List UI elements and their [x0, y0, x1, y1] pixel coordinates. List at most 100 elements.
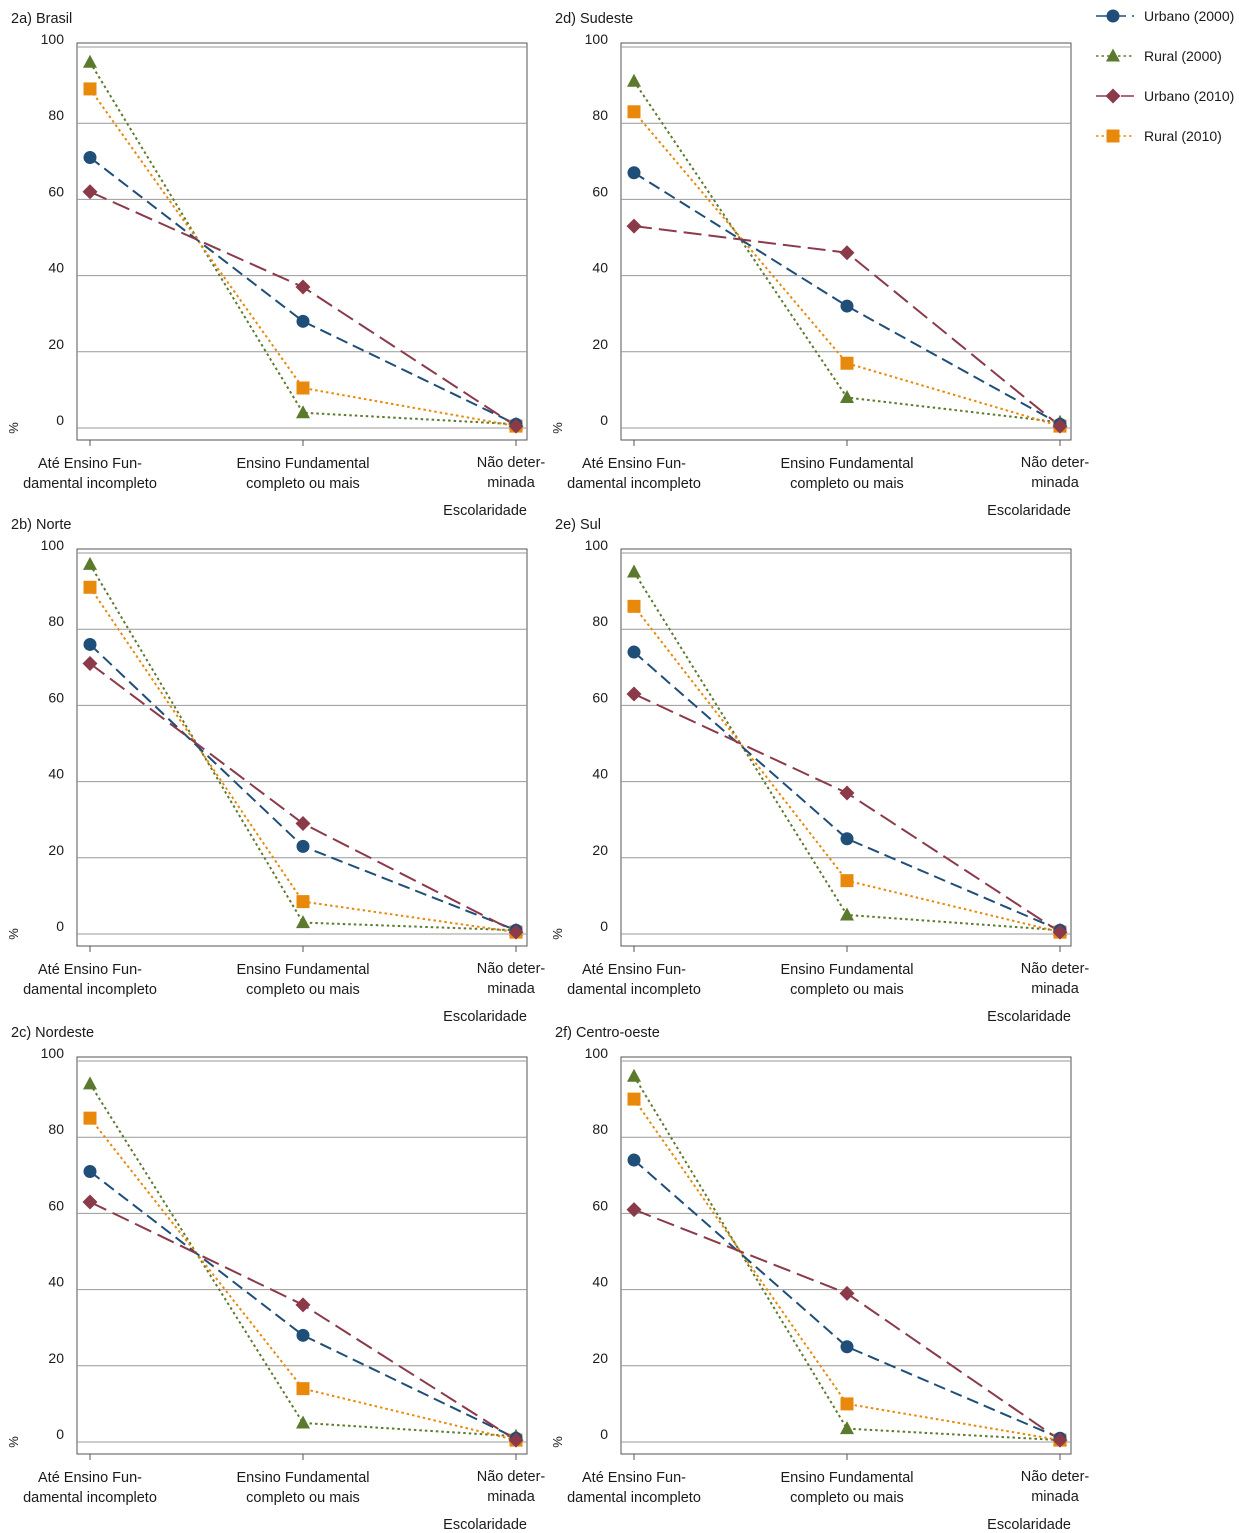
series-line-urbano2010 [89, 662, 517, 933]
y-tick-label: 20 [592, 842, 608, 858]
x-tick-label: Não deter- [1021, 1469, 1090, 1485]
x-tick-label: Até Ensino Fun- [582, 1470, 686, 1486]
data-point-rural2000 [840, 390, 854, 404]
data-point-rural2000 [627, 73, 641, 87]
y-tick-label: 20 [592, 1350, 608, 1366]
y-tick-label: 100 [41, 1045, 65, 1061]
legend: Urbano (2000) Rural (2000) Urbano (2010) Ru… [1096, 8, 1234, 144]
y-tick-label: 60 [48, 1197, 64, 1213]
x-tick-label: completo ou mais [246, 1490, 360, 1506]
data-point-urbano2000 [840, 832, 854, 846]
x-tick-label: completo ou mais [790, 982, 904, 998]
data-point-rural2000 [627, 1068, 641, 1082]
panel-norte: 0 20 40 60 80 100 2b) Norte% Até Ensino Fun-dam… [6, 517, 545, 1025]
data-point-rural2000 [296, 405, 310, 419]
series-line-urbano2000 [633, 171, 1061, 426]
x-axis-label: Escolaridade [443, 503, 527, 519]
plot-frame [76, 1056, 528, 1455]
panel-title: 2d) Sudeste [555, 11, 633, 27]
data-point-rural2010 [840, 1397, 854, 1411]
data-point-rural2000 [840, 1421, 854, 1435]
y-tick-label: 20 [592, 336, 608, 352]
x-tick-label: damental incompleto [567, 476, 701, 492]
y-tick-label: 80 [48, 107, 64, 123]
data-point-rural2010 [296, 895, 310, 909]
x-tick-label: completo ou mais [790, 1490, 904, 1506]
x-tick-label: Até Ensino Fun- [582, 456, 686, 472]
y-tick-label: 20 [48, 842, 64, 858]
y-tick-label: 0 [600, 918, 608, 934]
plot-frame [76, 548, 528, 947]
x-tick-label: minada [1031, 981, 1079, 997]
panel-sudeste: 0 20 40 60 80 100 2d) Sudeste% Até Ensino Fun-d… [550, 11, 1089, 519]
x-axis-label: Escolaridade [987, 1517, 1071, 1533]
x-tick-label: Ensino Fundamental [781, 456, 914, 472]
data-point-urbano2010 [626, 686, 642, 702]
x-axis-label: Escolaridade [987, 503, 1071, 519]
x-tick-label: damental incompleto [567, 982, 701, 998]
data-point-urbano2000 [296, 839, 310, 853]
data-point-urbano2010 [295, 1297, 311, 1313]
x-tick-label: damental incompleto [23, 476, 157, 492]
y-tick-label: 60 [48, 183, 64, 199]
x-tick-label: Ensino Fundamental [237, 456, 370, 472]
x-tick-label: damental incompleto [567, 1490, 701, 1506]
y-tick-label: 40 [592, 766, 608, 782]
x-tick-label: Até Ensino Fun- [38, 456, 142, 472]
data-point-rural2010 [840, 356, 854, 370]
data-point-urbano2010 [839, 1285, 855, 1301]
y-tick-label: 0 [600, 412, 608, 428]
panel-title: 2c) Nordeste [11, 1025, 94, 1041]
data-point-urbano2010 [1052, 418, 1068, 434]
x-tick-label: minada [487, 1489, 535, 1505]
x-tick-label: minada [1031, 475, 1079, 491]
y-tick-label: 40 [592, 1274, 608, 1290]
data-point-rural2010 [83, 580, 97, 594]
data-point-urbano2010 [508, 1432, 524, 1448]
data-point-urbano2010 [82, 184, 98, 200]
x-tick-label: Até Ensino Fun- [582, 962, 686, 978]
x-axis-label: Escolaridade [443, 1009, 527, 1025]
x-tick-label: Não deter- [477, 455, 546, 471]
panel-title: 2f) Centro-oeste [555, 1025, 660, 1041]
data-point-urbano2010 [295, 279, 311, 295]
series-line-urbano2010 [89, 1201, 517, 1441]
data-point-rural2010 [627, 105, 641, 119]
x-tick-label: Ensino Fundamental [781, 1470, 914, 1486]
y-tick-label: 0 [56, 1426, 64, 1442]
legend-item: Rural (2010) [1096, 128, 1222, 144]
y-axis-label: % [550, 928, 565, 940]
data-point-urbano2000 [627, 166, 641, 180]
y-tick-label: 40 [48, 260, 64, 276]
x-tick-label: Não deter- [1021, 961, 1090, 977]
x-tick-label: minada [487, 981, 535, 997]
series-line-rural2010 [89, 586, 517, 934]
x-tick-label: Ensino Fundamental [237, 1470, 370, 1486]
series-line-rural2010 [89, 88, 517, 428]
panel-sul: 0 20 40 60 80 100 2e) Sul% Até Ensino Fun-damen… [550, 517, 1089, 1025]
plot-frame [620, 42, 1072, 441]
y-tick-label: 100 [41, 537, 65, 553]
series-line-urbano2000 [633, 651, 1061, 932]
legend-item: Rural (2000) [1096, 48, 1222, 64]
legend-label: Urbano (2010) [1144, 88, 1234, 104]
y-tick-label: 100 [41, 31, 65, 47]
y-axis-label: % [6, 928, 21, 940]
y-tick-label: 60 [592, 183, 608, 199]
y-axis-label: % [6, 422, 21, 434]
data-point-rural2010 [627, 1092, 641, 1106]
x-tick-label: Até Ensino Fun- [38, 1470, 142, 1486]
series-line-rural2000 [633, 1075, 1061, 1442]
y-tick-label: 0 [56, 918, 64, 934]
y-tick-label: 100 [585, 31, 609, 47]
data-point-rural2000 [296, 915, 310, 929]
x-tick-label: Até Ensino Fun- [38, 962, 142, 978]
y-tick-label: 100 [585, 537, 609, 553]
y-tick-label: 80 [48, 613, 64, 629]
y-tick-label: 60 [592, 689, 608, 705]
data-point-urbano2010 [839, 245, 855, 261]
legend-item: Urbano (2010) [1096, 88, 1234, 104]
data-point-urbano2000 [296, 1328, 310, 1342]
data-point-urbano2010 [82, 1194, 98, 1210]
